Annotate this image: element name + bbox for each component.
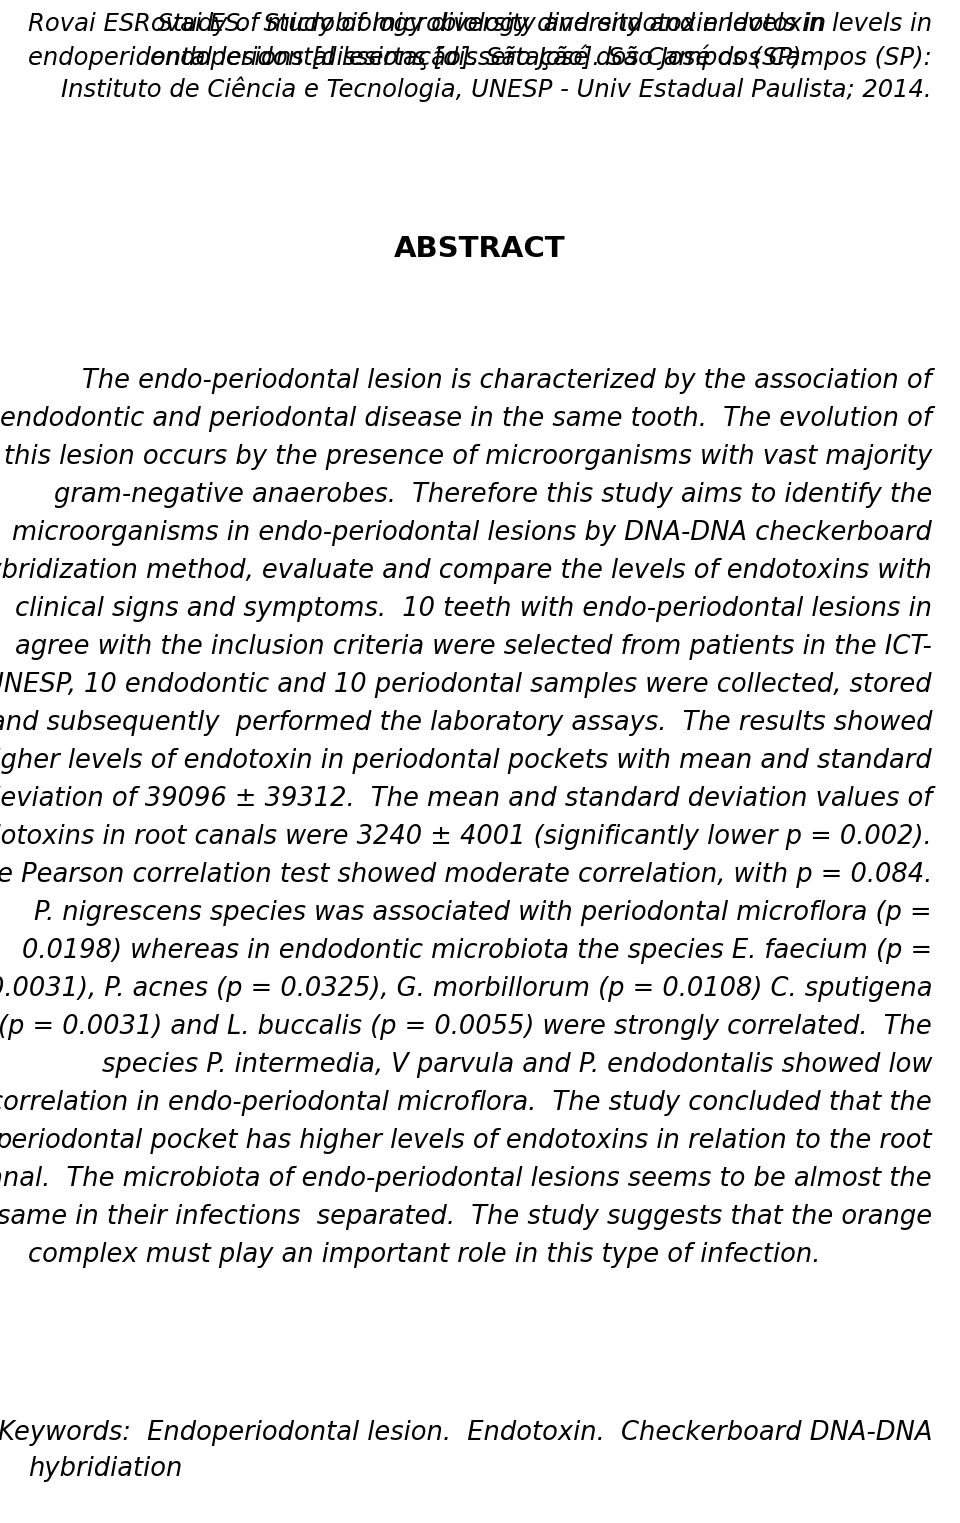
Text: gram-negative anaerobes.  Therefore this study aims to identify the: gram-negative anaerobes. Therefore this … xyxy=(54,481,932,509)
Text: ABSTRACT: ABSTRACT xyxy=(395,235,565,263)
Text: endotoxins in root canals were 3240 ± 4001 (significantly lower p = 0.002).: endotoxins in root canals were 3240 ± 40… xyxy=(0,824,932,850)
Text: canal.  The microbiota of endo-periodontal lesions seems to be almost the: canal. The microbiota of endo-periodonta… xyxy=(0,1167,932,1193)
Text: hybridization method, evaluate and compare the levels of endotoxins with: hybridization method, evaluate and compa… xyxy=(0,557,932,583)
Text: endoperidontal lesions [dissertação]. São José dos Campos (SP):: endoperidontal lesions [dissertação]. Sã… xyxy=(28,44,809,70)
Text: Instituto de Ciência e Tecnologia, UNESP - Univ Estadual Paulista; 2014.: Instituto de Ciência e Tecnologia, UNESP… xyxy=(61,76,932,102)
Text: complex must play an important role in this type of infection.: complex must play an important role in t… xyxy=(28,1241,821,1269)
Text: Rovai ES.  Study of microbiology diversity and endotoxin levels in: Rovai ES. Study of microbiology diversit… xyxy=(28,12,827,37)
Text: 0.0031), P. acnes (p = 0.0325), G. morbillorum (p = 0.0108) C. sputigena: 0.0031), P. acnes (p = 0.0325), G. morbi… xyxy=(0,976,932,1002)
Text: The endo-periodontal lesion is characterized by the association of: The endo-periodontal lesion is character… xyxy=(83,369,932,394)
Text: correlation in endo-periodontal microflora.  The study concluded that the: correlation in endo-periodontal microflo… xyxy=(0,1090,932,1116)
Text: species P. intermedia, V parvula and P. endodontalis showed low: species P. intermedia, V parvula and P. … xyxy=(102,1052,932,1078)
Text: periodontal pocket has higher levels of endotoxins in relation to the root: periodontal pocket has higher levels of … xyxy=(0,1129,932,1154)
Text: P. nigrescens species was associated with periodontal microflora (p =: P. nigrescens species was associated wit… xyxy=(35,900,932,926)
Text: endodontic and periodontal disease in the same tooth.  The evolution of: endodontic and periodontal disease in th… xyxy=(0,407,932,433)
Text: and subsequently  performed the laboratory assays.  The results showed: and subsequently performed the laborator… xyxy=(0,710,932,736)
Text: higher levels of endotoxin in periodontal pockets with mean and standard: higher levels of endotoxin in periodonta… xyxy=(0,748,932,774)
Text: Keywords:  Endoperiodontal lesion.  Endotoxin.  Checkerboard DNA-DNA: Keywords: Endoperiodontal lesion. Endoto… xyxy=(0,1419,932,1445)
Text: hybridiation: hybridiation xyxy=(28,1456,182,1482)
Text: 0.0198) whereas in endodontic microbiota the species E. faecium (p =: 0.0198) whereas in endodontic microbiota… xyxy=(22,938,932,964)
Text: The Pearson correlation test showed moderate correlation, with p = 0.084.: The Pearson correlation test showed mode… xyxy=(0,862,932,888)
Text: same in their infections  separated.  The study suggests that the orange: same in their infections separated. The … xyxy=(0,1205,932,1231)
Text: (p = 0.0031) and L. buccalis (p = 0.0055) were strongly correlated.  The: (p = 0.0031) and L. buccalis (p = 0.0055… xyxy=(0,1014,932,1040)
Text: Rovai ES.  Study of microbiology diversity and endotoxin levels in: Rovai ES. Study of microbiology diversit… xyxy=(133,12,932,37)
Text: microorganisms in endo-periodontal lesions by DNA-DNA checkerboard: microorganisms in endo-periodontal lesio… xyxy=(12,519,932,547)
Text: this lesion occurs by the presence of microorganisms with vast majority: this lesion occurs by the presence of mi… xyxy=(4,445,932,471)
Text: endoperidontal lesions [dissertação]. São José dos Campos (SP):: endoperidontal lesions [dissertação]. Sã… xyxy=(151,44,932,70)
Text: UNESP, 10 endodontic and 10 periodontal samples were collected, stored: UNESP, 10 endodontic and 10 periodontal … xyxy=(0,672,932,698)
Text: agree with the inclusion criteria were selected from patients in the ICT-: agree with the inclusion criteria were s… xyxy=(15,634,932,659)
Text: deviation of 39096 ± 39312.  The mean and standard deviation values of: deviation of 39096 ± 39312. The mean and… xyxy=(0,786,932,812)
Text: clinical signs and symptoms.  10 teeth with endo-periodontal lesions in: clinical signs and symptoms. 10 teeth wi… xyxy=(15,595,932,621)
